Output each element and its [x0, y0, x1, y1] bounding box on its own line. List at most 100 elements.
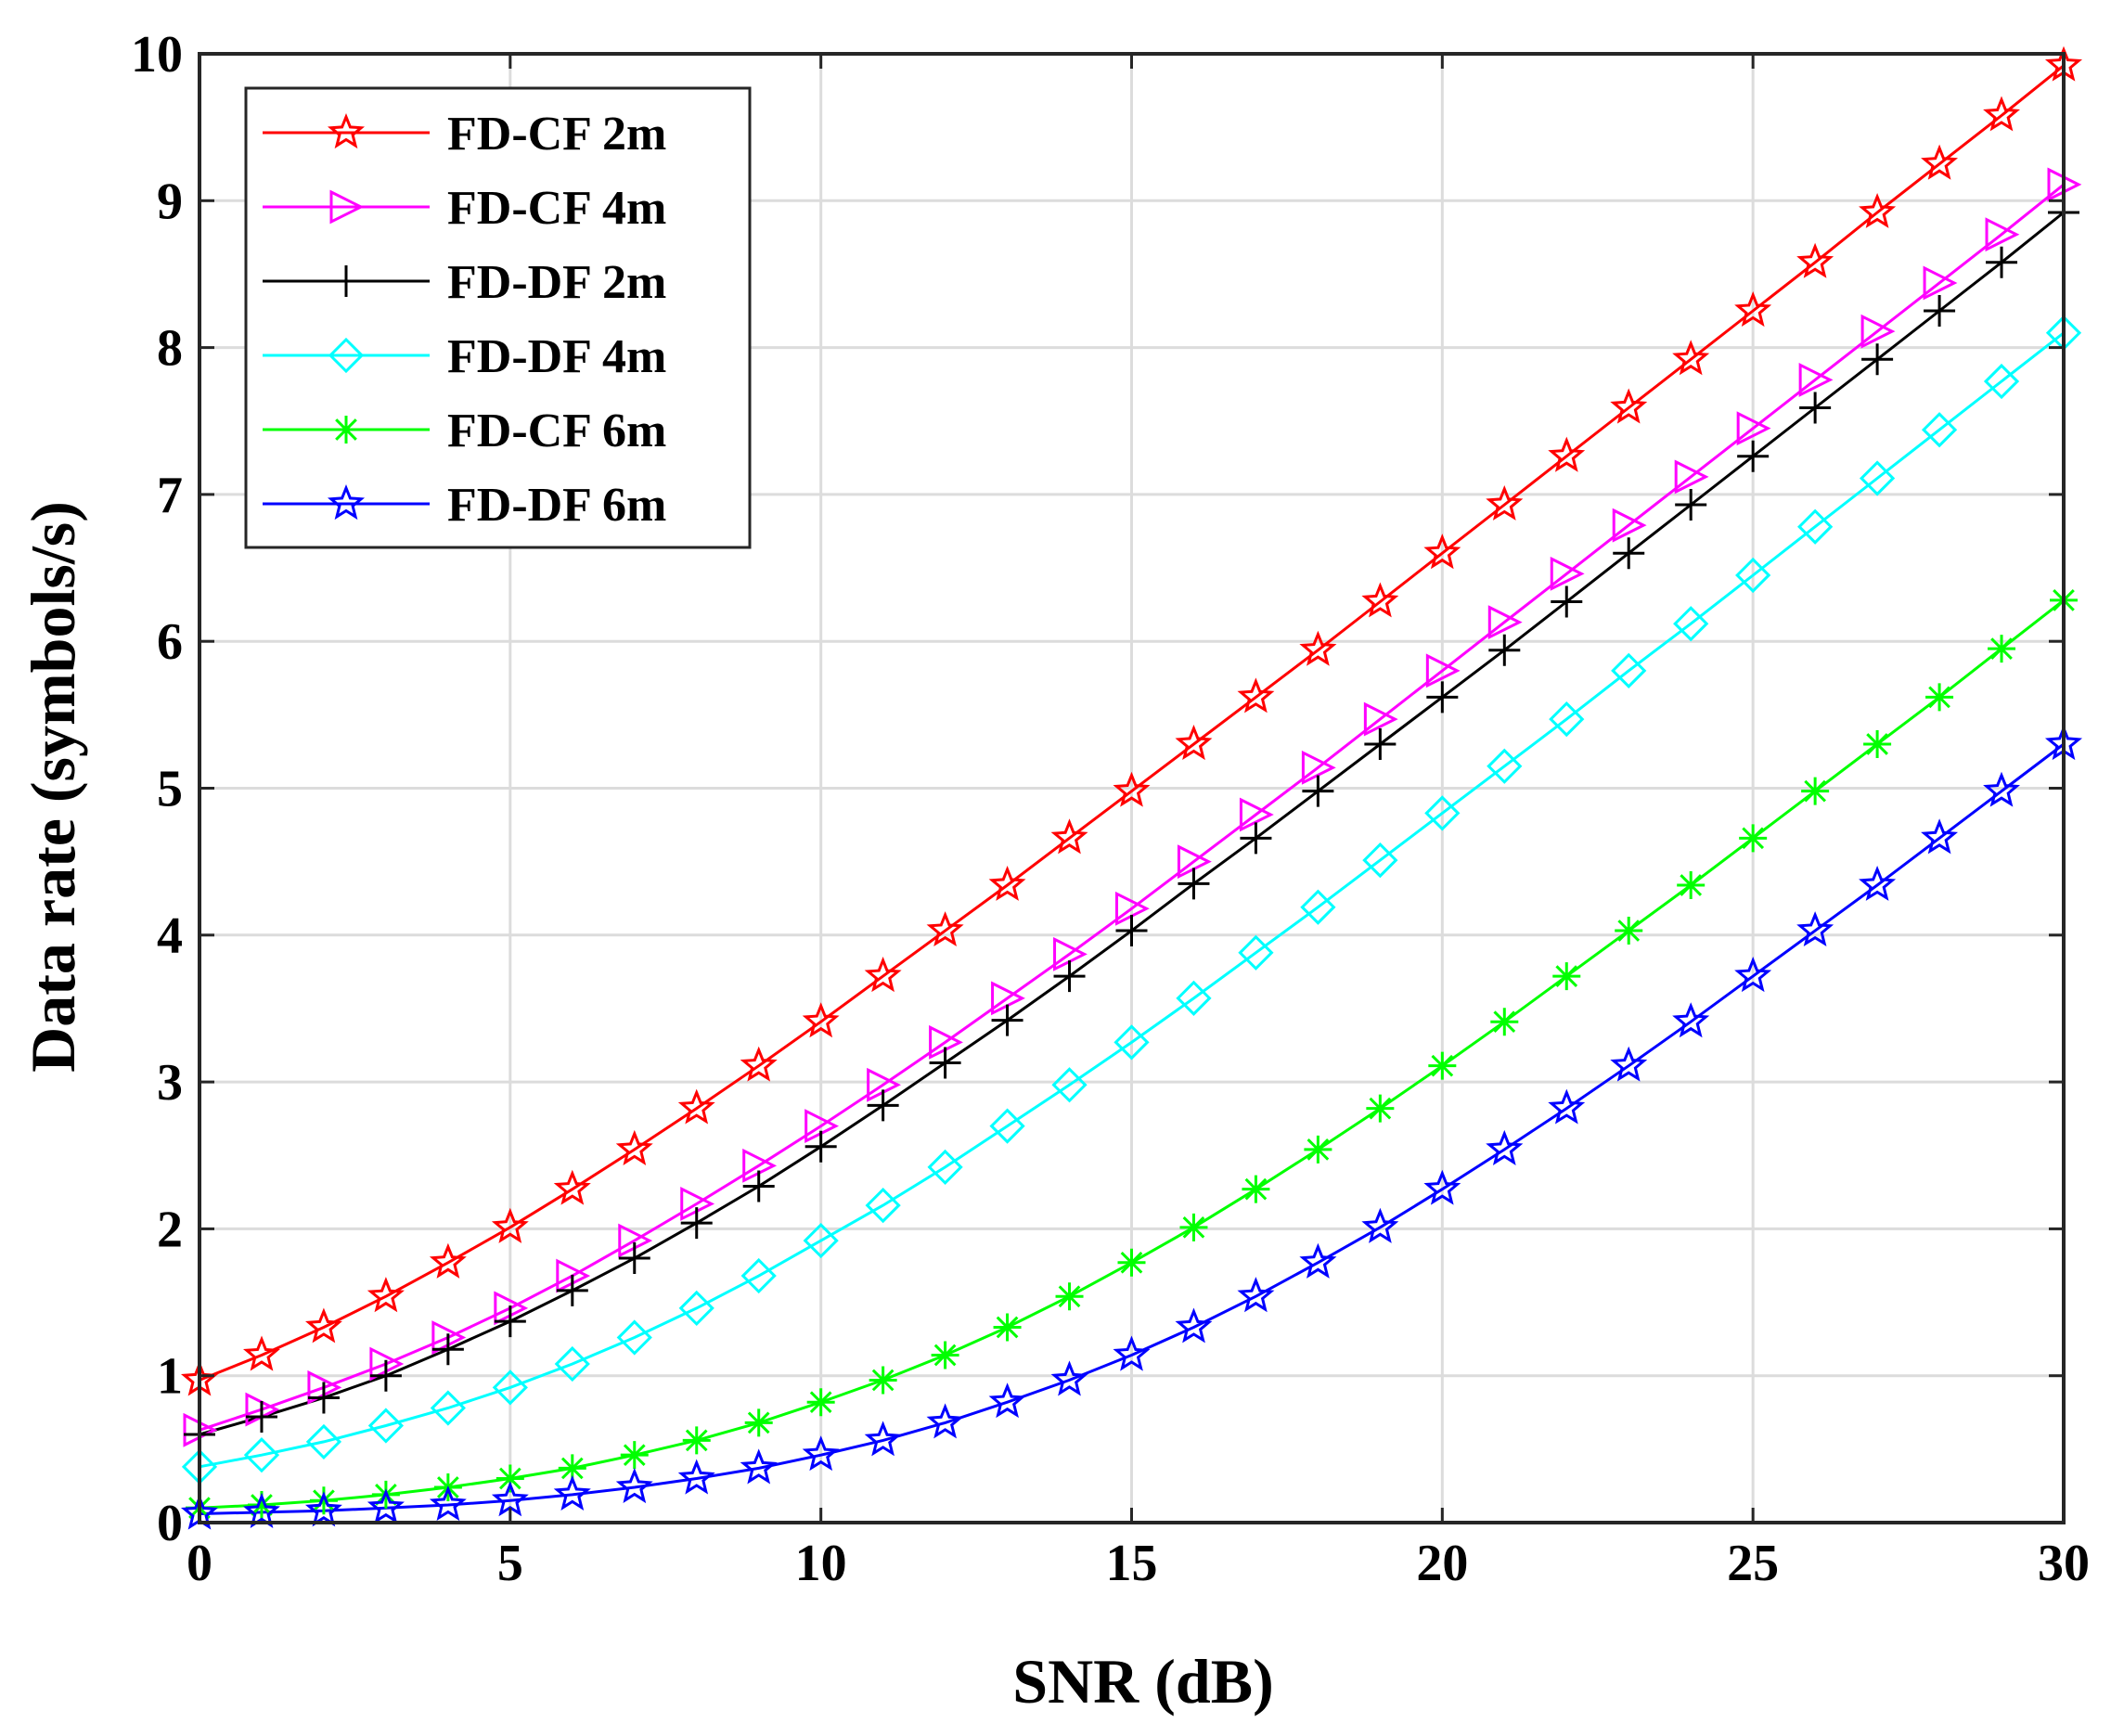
x-tick-label: 25	[1727, 1535, 1779, 1592]
data-point-fd-cf-2m	[988, 865, 1026, 901]
data-point-fd-cf-2m	[553, 1169, 591, 1205]
data-point-fd-df-6m	[1113, 1335, 1151, 1371]
data-point-fd-cf-2m	[677, 1088, 715, 1125]
series-markers-fd-cf-2m	[180, 45, 2083, 1396]
data-point-fd-cf-2m	[305, 1307, 342, 1344]
legend-label: FD-DF 4m	[447, 330, 666, 383]
data-point-fd-df-6m	[1423, 1169, 1461, 1205]
legend-label: FD-DF 6m	[447, 479, 666, 532]
data-point-fd-cf-2m	[1175, 724, 1213, 761]
data-point-fd-df-2m	[804, 1130, 837, 1163]
data-point-fd-cf-4m	[1425, 653, 1461, 688]
y-tick-labels: 0 1 2 3 4 5 6 7 8 9 10	[131, 26, 183, 1552]
data-point-fd-df-2m	[494, 1305, 526, 1338]
data-point-fd-df-4m	[492, 1370, 528, 1406]
data-point-fd-cf-4m	[1923, 265, 1958, 301]
data-point-fd-df-2m	[929, 1047, 961, 1079]
series-markers-fd-df-2m	[184, 196, 2079, 1451]
data-point-fd-df-2m	[556, 1274, 588, 1306]
legend-entry-fd-df-2m: FD-DF 2m	[263, 256, 666, 309]
y-tick-label: 10	[131, 26, 183, 84]
y-tick-label: 8	[157, 320, 183, 378]
x-axis-label: SNR (dB)	[1012, 1646, 1274, 1717]
data-point-fd-df-6m	[553, 1474, 591, 1511]
data-point-fd-cf-6m	[869, 1366, 897, 1395]
data-point-fd-cf-4m	[1239, 797, 1274, 832]
data-point-fd-cf-2m	[926, 911, 964, 947]
data-point-fd-cf-4m	[1301, 750, 1336, 785]
data-point-fd-df-4m	[678, 1290, 714, 1327]
data-point-fd-df-6m	[1672, 1002, 1710, 1038]
data-point-fd-cf-6m	[1490, 1008, 1519, 1036]
data-point-fd-df-4m	[865, 1187, 901, 1224]
data-point-fd-df-4m	[1176, 980, 1212, 1016]
series-line-fd-df-4m	[199, 331, 2065, 1469]
data-point-fd-cf-2m	[615, 1129, 653, 1165]
data-point-fd-df-4m	[1859, 460, 1896, 496]
data-point-fd-df-2m	[680, 1207, 713, 1240]
data-point-fd-df-6m	[1983, 771, 2021, 807]
data-point-fd-cf-6m	[1925, 683, 1954, 712]
data-point-fd-df-6m	[1050, 1360, 1088, 1396]
data-point-fd-cf-4m	[1550, 556, 1585, 591]
legend-entry-fd-cf-4m: FD-CF 4m	[263, 182, 666, 235]
data-point-fd-df-6m	[491, 1481, 529, 1517]
data-point-fd-cf-2m	[864, 957, 902, 993]
series-markers-fd-df-6m	[180, 724, 2083, 1530]
legend-entry-fd-cf-6m: FD-CF 6m	[263, 405, 666, 457]
y-tick-label: 2	[157, 1201, 183, 1258]
data-point-fd-cf-6m	[1552, 962, 1581, 991]
data-point-fd-df-2m	[1924, 295, 1956, 328]
data-point-fd-df-2m	[867, 1089, 899, 1122]
data-point-fd-df-6m	[1548, 1088, 1586, 1125]
data-point-fd-df-4m	[740, 1257, 777, 1294]
legend-marker	[328, 337, 365, 374]
data-point-fd-cf-2m	[802, 1002, 840, 1038]
data-point-fd-df-2m	[1053, 960, 1086, 993]
data-point-fd-df-4m	[1362, 842, 1398, 879]
y-tick-label: 3	[157, 1054, 183, 1112]
legend-label: FD-DF 2m	[447, 256, 666, 309]
series-line-fd-cf-2m	[199, 64, 2065, 1382]
data-point-fd-df-2m	[1178, 868, 1210, 900]
data-point-fd-cf-2m	[1486, 484, 1524, 521]
data-point-fd-cf-4m	[1860, 314, 1896, 349]
data-point-fd-cf-6m	[1615, 917, 1643, 945]
data-point-fd-df-6m	[677, 1459, 715, 1495]
data-point-fd-df-4m	[1735, 557, 1771, 594]
data-point-fd-df-4m	[989, 1108, 1025, 1144]
data-point-fd-df-4m	[1983, 363, 2020, 400]
data-point-fd-cf-6m	[1863, 730, 1892, 759]
data-point-fd-df-2m	[1799, 392, 1832, 424]
data-point-fd-cf-6m	[247, 1491, 276, 1519]
data-point-fd-df-6m	[1796, 911, 1834, 947]
axis-ticks	[198, 52, 2066, 1524]
data-point-fd-df-6m	[1921, 818, 1959, 855]
legend-marker	[329, 189, 365, 225]
data-point-fd-cf-2m	[740, 1046, 778, 1082]
data-point-fd-df-4m	[1487, 748, 1523, 784]
y-tick-label: 1	[157, 1348, 183, 1406]
data-point-fd-df-6m	[1299, 1242, 1337, 1279]
x-tick-label: 0	[187, 1535, 212, 1592]
data-point-fd-df-4m	[1424, 795, 1461, 831]
data-point-fd-df-6m	[1237, 1277, 1275, 1313]
data-point-fd-df-6m	[1610, 1046, 1648, 1082]
data-point-fd-df-2m	[1240, 822, 1272, 855]
legend-marker	[327, 483, 366, 521]
data-point-fd-cf-6m	[1677, 870, 1706, 899]
data-point-fd-cf-2m	[1548, 436, 1586, 472]
data-point-fd-df-6m	[429, 1485, 467, 1522]
data-point-fd-df-2m	[307, 1382, 340, 1414]
x-tick-label: 10	[795, 1535, 847, 1592]
data-point-fd-df-4m	[1673, 606, 1709, 642]
legend-box	[244, 86, 752, 549]
data-point-fd-df-6m	[305, 1491, 342, 1527]
legend: FD-CF 2m FD-CF 4m FD-DF 2m FD-DF 4m FD-CF 6m…	[244, 86, 752, 549]
data-point-fd-cf-2m	[1921, 144, 1959, 180]
data-point-fd-df-2m	[1302, 775, 1334, 807]
data-point-fd-df-2m	[1675, 488, 1707, 521]
data-point-fd-df-4m	[1921, 412, 1958, 448]
data-point-fd-df-2m	[1426, 681, 1459, 714]
data-point-fd-cf-2m	[1796, 242, 1834, 278]
